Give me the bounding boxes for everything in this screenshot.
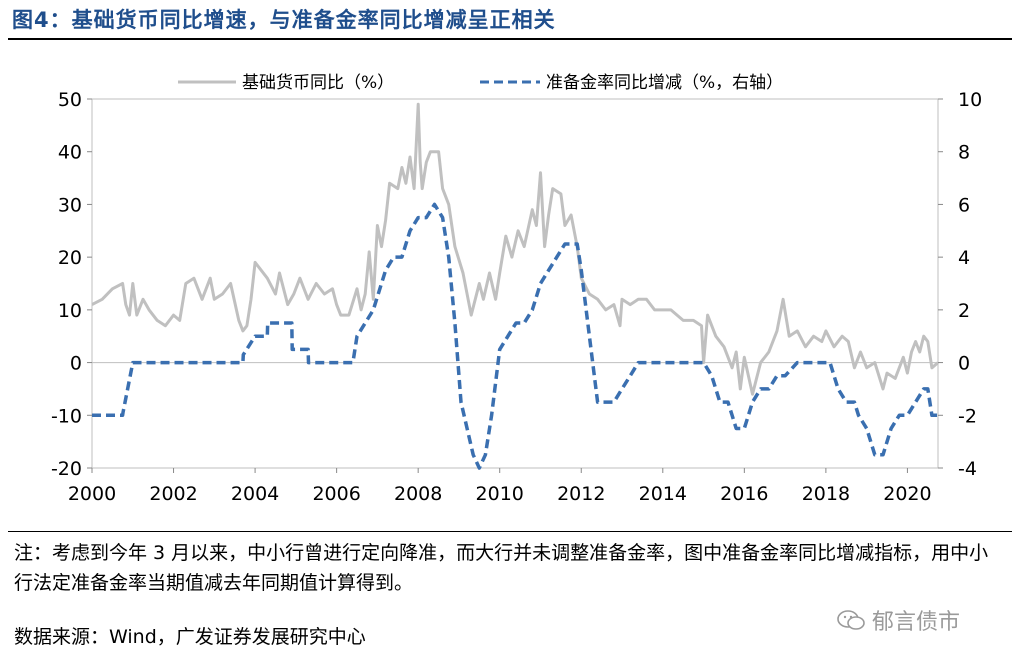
figure-title: 图4：基础货币同比增速，与准备金率同比增减呈正相关 xyxy=(12,8,556,32)
y-left-tick-label: 0 xyxy=(70,353,82,375)
plot-frame xyxy=(91,98,939,469)
chart-note: 注：考虑到今年 3 月以来，中小行曾进行定向降准，而大行并未调整准备金率，图中准… xyxy=(14,542,989,594)
x-tick-label: 2002 xyxy=(149,483,197,505)
y-left-tick-label: 10 xyxy=(58,300,82,322)
x-tick-label: 2000 xyxy=(68,483,116,505)
y-left-tick-label: -20 xyxy=(51,458,82,480)
data-source: 数据来源：Wind，广发证券发展研究中心 xyxy=(14,626,366,648)
x-tick-label: 2010 xyxy=(476,483,524,505)
y-right-tick-label: 6 xyxy=(958,194,970,216)
y-right-tick-label: 4 xyxy=(958,247,970,269)
y-right-tick-label: 0 xyxy=(958,353,970,375)
x-tick-label: 2018 xyxy=(802,483,850,505)
watermark-text: 郁言债市 xyxy=(872,610,961,635)
legend-label-reserve-ratio: 准备金率同比增减（%，右轴） xyxy=(546,73,783,93)
x-tick-label: 2014 xyxy=(639,483,687,505)
y-left-tick-label: 30 xyxy=(58,194,82,216)
line-chart: 基础货币同比（%） 准备金率同比增减（%，右轴） 50403020100-10-… xyxy=(51,73,982,505)
y-left-tick-label: 50 xyxy=(58,89,82,111)
legend-label-base-money: 基础货币同比（%） xyxy=(242,73,394,93)
y-right-tick-label: 8 xyxy=(958,142,970,164)
x-tick-label: 2012 xyxy=(557,483,605,505)
y-left-tick-label: 40 xyxy=(58,142,82,164)
y-left-tick-label: 20 xyxy=(58,247,82,269)
series-line-base-money xyxy=(91,102,939,396)
chart-legend: 基础货币同比（%） 准备金率同比增减（%，右轴） xyxy=(178,73,783,93)
watermark: 郁言债市 xyxy=(836,604,960,636)
y-right-tick-label: -2 xyxy=(958,405,977,427)
series-line-reserve-ratio xyxy=(92,202,938,470)
bottom-rule xyxy=(8,531,1012,532)
top-rule xyxy=(8,38,1012,40)
chart-plot-area xyxy=(91,102,939,470)
x-tick-label: 2006 xyxy=(312,483,360,505)
x-tick-label: 2008 xyxy=(394,483,442,505)
x-tick-label: 2016 xyxy=(720,483,768,505)
x-tick-label: 2004 xyxy=(231,483,279,505)
y-right-tick-label: 10 xyxy=(958,89,982,111)
y-left-tick-label: -10 xyxy=(51,405,82,427)
y-right-tick-label: -4 xyxy=(958,458,977,480)
x-tick-label: 2020 xyxy=(883,483,931,505)
wechat-icon xyxy=(837,610,865,630)
y-right-tick-label: 2 xyxy=(958,300,970,322)
